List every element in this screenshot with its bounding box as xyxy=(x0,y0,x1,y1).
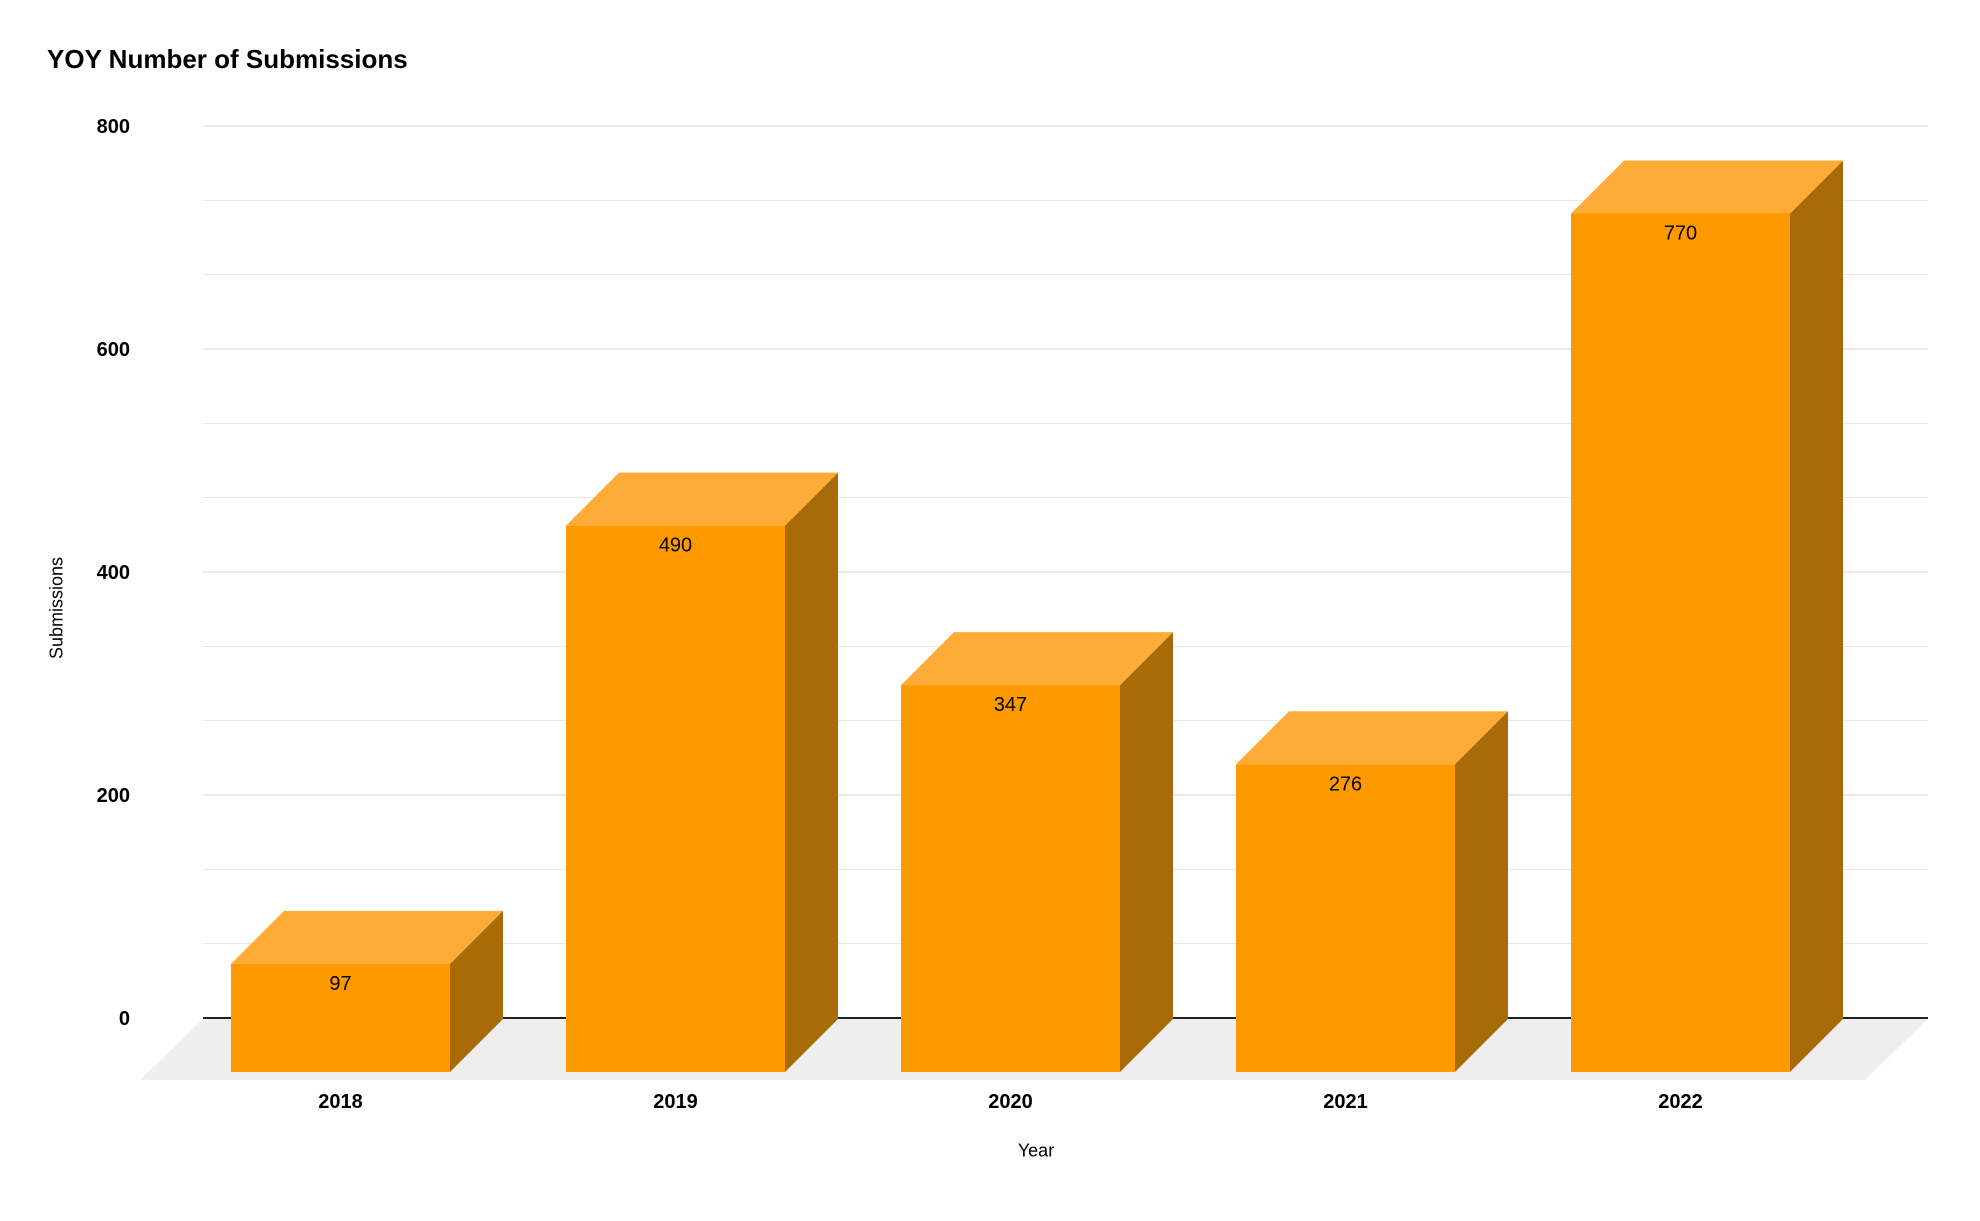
x-tick-label: 2019 xyxy=(653,1091,698,1113)
bar-top-face xyxy=(901,632,1173,686)
bar-front-face xyxy=(1236,764,1455,1072)
y-tick-label: 400 xyxy=(97,562,130,584)
bar-top-face xyxy=(231,910,503,964)
bar-front-face xyxy=(231,963,450,1072)
bar-side-face xyxy=(1455,711,1508,1072)
bar-side-face xyxy=(450,910,503,1072)
bar-top-face xyxy=(1571,160,1843,214)
bar-value-label: 770 xyxy=(1664,222,1697,244)
bar-side-face xyxy=(1790,160,1843,1072)
bar-side-face xyxy=(785,472,838,1072)
chart-title: YOY Number of Submissions xyxy=(47,44,408,74)
bar-2021[interactable]: 276 xyxy=(1236,711,1508,1072)
y-tick-label: 600 xyxy=(97,339,130,361)
y-tick-label: 0 xyxy=(119,1008,130,1030)
x-tick-label: 2018 xyxy=(318,1091,363,1113)
bar-front-face xyxy=(901,685,1120,1072)
bar-2018[interactable]: 97 xyxy=(231,910,503,1072)
x-tick-label: 2021 xyxy=(1323,1091,1368,1113)
bar-value-label: 276 xyxy=(1329,773,1362,795)
y-tick-label: 200 xyxy=(97,785,130,807)
bar-2020[interactable]: 347 xyxy=(901,632,1173,1072)
x-axis-title: Year xyxy=(1017,1140,1055,1161)
bar-value-label: 490 xyxy=(659,535,692,557)
y-tick-label: 800 xyxy=(97,116,130,138)
x-tick-label: 2022 xyxy=(1658,1091,1703,1113)
bar-front-face xyxy=(566,525,785,1072)
bar-value-label: 97 xyxy=(329,973,351,995)
x-tick-label: 2020 xyxy=(988,1091,1033,1113)
bar-side-face xyxy=(1120,632,1173,1072)
bar-top-face xyxy=(566,472,838,526)
bar-value-label: 347 xyxy=(994,694,1027,716)
bar-front-face xyxy=(1571,213,1790,1072)
bar-top-face xyxy=(1236,711,1508,765)
bar-2019[interactable]: 490 xyxy=(566,472,838,1072)
bar-2022[interactable]: 770 xyxy=(1571,160,1843,1072)
